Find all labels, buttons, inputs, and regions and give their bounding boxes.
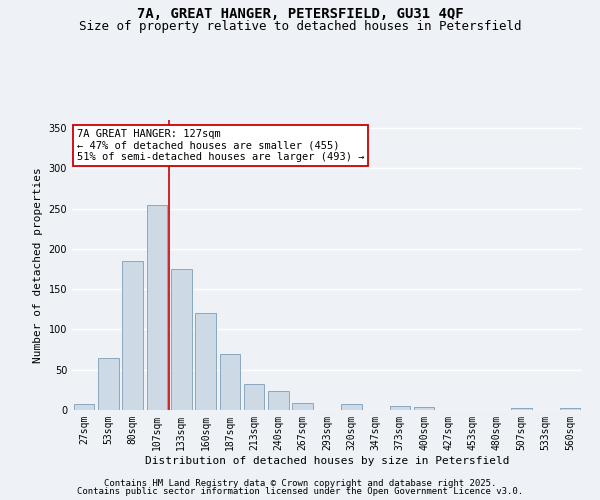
Bar [98,358,119,410]
Bar [122,261,143,410]
X-axis label: Distribution of detached houses by size in Petersfield: Distribution of detached houses by size … [145,456,509,466]
Y-axis label: Number of detached properties: Number of detached properties [33,167,43,363]
Text: 7A, GREAT HANGER, PETERSFIELD, GU31 4QF: 7A, GREAT HANGER, PETERSFIELD, GU31 4QF [137,8,463,22]
Bar [511,408,532,410]
Text: Contains public sector information licensed under the Open Government Licence v3: Contains public sector information licen… [77,487,523,496]
Bar [268,392,289,410]
Bar [74,404,94,410]
Bar [414,407,434,410]
Bar [220,354,240,410]
Bar [389,406,410,410]
Bar [292,403,313,410]
Text: Contains HM Land Registry data © Crown copyright and database right 2025.: Contains HM Land Registry data © Crown c… [104,478,496,488]
Bar [244,384,265,410]
Bar [195,314,216,410]
Bar [341,404,362,410]
Bar [560,408,580,410]
Text: 7A GREAT HANGER: 127sqm
← 47% of detached houses are smaller (455)
51% of semi-d: 7A GREAT HANGER: 127sqm ← 47% of detache… [77,128,365,162]
Text: Size of property relative to detached houses in Petersfield: Size of property relative to detached ho… [79,20,521,33]
Bar [171,269,191,410]
Bar [146,204,167,410]
